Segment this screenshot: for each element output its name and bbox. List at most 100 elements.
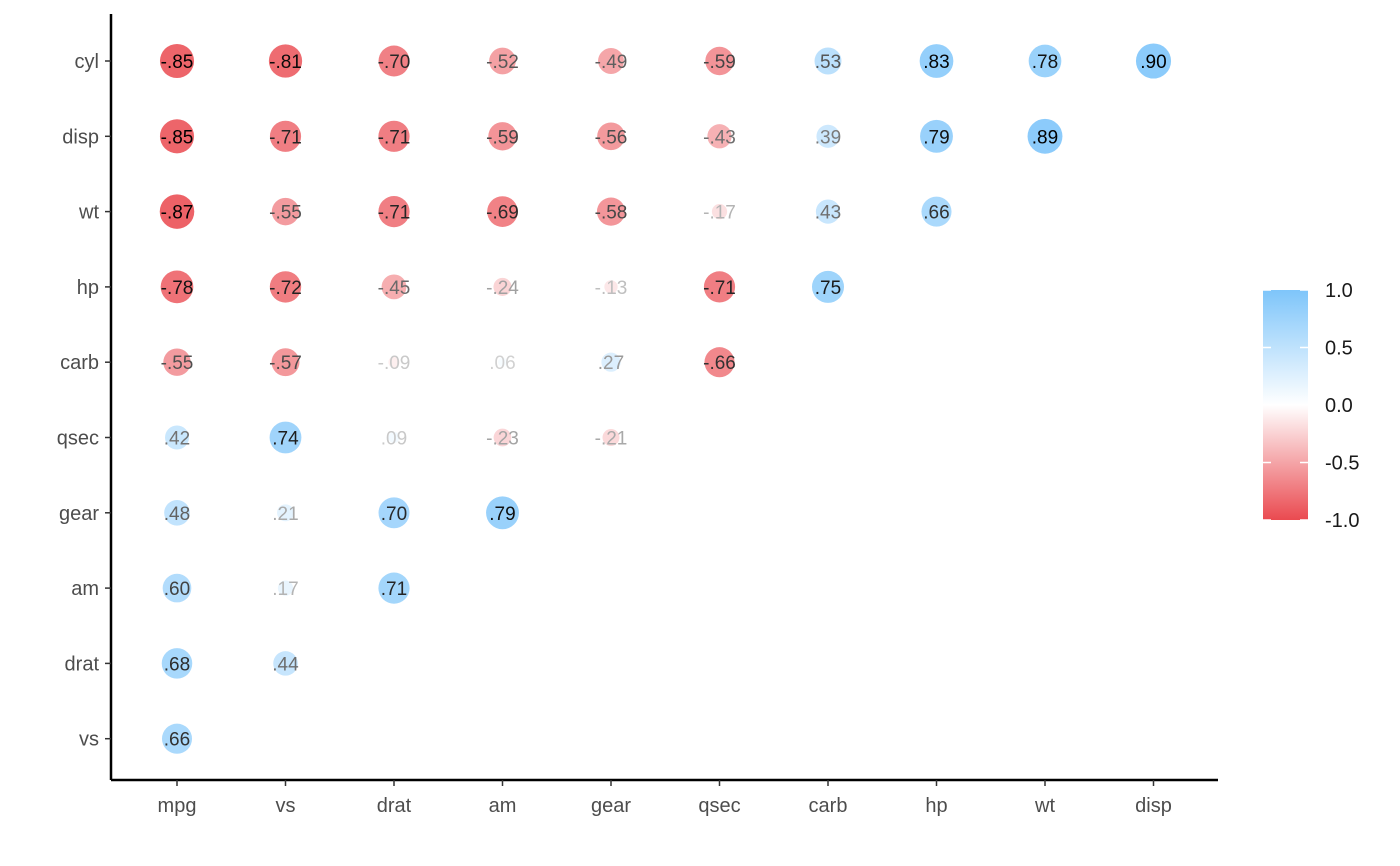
y-tick-label: wt	[78, 202, 99, 224]
correlation-circle	[711, 203, 728, 220]
correlation-label: .06	[489, 353, 515, 374]
correlation-cell: .09	[381, 429, 407, 450]
correlation-cell: .66	[921, 196, 952, 227]
correlation-label: -.71	[378, 203, 411, 224]
correlation-label: .17	[272, 579, 298, 600]
correlation-label: -.72	[269, 278, 302, 299]
correlation-circle	[271, 348, 300, 377]
correlation-label: -.59	[703, 52, 736, 73]
correlation-cell: -.55	[269, 197, 302, 226]
correlation-circle	[815, 199, 841, 224]
correlation-circle	[919, 44, 954, 78]
correlation-label: -.71	[703, 278, 736, 299]
correlation-cell: -.17	[703, 203, 736, 224]
correlation-label: .68	[164, 654, 190, 675]
correlation-cell: -.49	[595, 48, 628, 74]
correlation-circle	[601, 352, 621, 372]
correlation-cell: -.71	[378, 196, 411, 228]
correlation-label: .44	[272, 654, 299, 675]
correlation-cell: -.23	[486, 429, 519, 450]
correlation-cell: -.69	[486, 196, 519, 227]
correlation-label: .70	[381, 504, 407, 525]
correlation-cell: -.13	[595, 278, 628, 299]
correlation-cell: .53	[814, 47, 842, 75]
correlation-label: -.57	[269, 353, 302, 374]
correlation-cell: -.87	[159, 194, 195, 229]
x-tick-label: vs	[276, 795, 296, 817]
legend-tick-label: -1.0	[1325, 510, 1359, 532]
correlation-circle	[598, 48, 624, 74]
correlation-cell: .48	[164, 499, 190, 526]
correlation-cell: .70	[378, 497, 410, 529]
correlation-label: -.71	[378, 127, 411, 148]
correlation-circle	[604, 280, 618, 294]
correlation-label: -.85	[161, 52, 194, 73]
correlation-cell: -.81	[268, 44, 303, 78]
correlation-label: .74	[272, 429, 299, 450]
x-tick-label: wt	[1034, 795, 1055, 817]
correlation-circle	[1028, 44, 1062, 78]
correlation-label: .89	[1032, 127, 1058, 148]
correlation-label: .53	[815, 52, 841, 73]
correlation-circle	[378, 497, 410, 529]
correlation-circle	[816, 124, 840, 148]
correlation-circle	[273, 651, 298, 676]
y-tick-label: hp	[77, 277, 99, 299]
correlation-cell: .17	[272, 579, 298, 600]
correlation-circle	[811, 270, 845, 303]
correlation-label: .75	[815, 278, 841, 299]
correlation-circle	[378, 120, 410, 152]
legend-tick-label: 0.5	[1325, 338, 1353, 360]
correlation-cell: -.52	[486, 47, 519, 75]
correlation-circle	[493, 428, 512, 447]
correlation-label: -.49	[595, 52, 628, 73]
correlation-cell: .89	[1027, 118, 1063, 154]
correlation-cell: -.71	[378, 120, 411, 152]
correlation-circle	[161, 648, 193, 679]
correlation-label: -.56	[595, 127, 628, 148]
correlation-cell: .75	[811, 270, 845, 303]
correlation-circle	[161, 723, 193, 754]
correlation-circle	[920, 119, 953, 153]
correlation-cell: .90	[1135, 43, 1172, 79]
correlation-circle	[705, 46, 734, 76]
correlation-label: -.55	[269, 203, 302, 224]
correlation-label: .66	[923, 203, 949, 224]
y-tick-label: am	[71, 578, 99, 600]
correlation-cell: -.85	[159, 43, 195, 79]
correlation-cell: .21	[272, 504, 298, 525]
correlation-circle	[378, 45, 410, 77]
correlation-circle	[160, 270, 194, 304]
correlation-label: -.13	[595, 278, 628, 299]
correlation-cell: -.57	[269, 348, 302, 377]
x-tick-label: carb	[809, 795, 848, 817]
correlation-circle	[271, 197, 300, 226]
correlation-label: -.70	[378, 52, 411, 73]
correlation-circle	[378, 196, 410, 228]
correlation-circle	[921, 196, 952, 227]
correlation-cell: -.55	[161, 348, 193, 376]
correlation-cell: .44	[272, 651, 299, 676]
correlation-cell: .83	[919, 44, 954, 78]
correlation-circle	[163, 348, 191, 376]
x-tick-label: disp	[1135, 795, 1172, 817]
correlation-label: .79	[923, 127, 949, 148]
x-tick-label: drat	[377, 795, 412, 817]
correlation-cell: -.71	[269, 120, 302, 152]
correlation-cell: -.59	[703, 46, 736, 76]
correlation-circle	[704, 347, 735, 378]
correlation-circle	[597, 122, 625, 151]
correlation-cell: -.58	[595, 197, 627, 226]
correlation-circle	[489, 47, 516, 75]
correlation-label: .60	[164, 579, 190, 600]
correlation-circle	[388, 356, 400, 368]
correlation-circle	[381, 274, 407, 300]
correlation-circle	[497, 357, 508, 367]
correlation-circle	[707, 124, 732, 149]
correlation-label: -.43	[703, 127, 736, 148]
correlation-cell: -.56	[595, 122, 628, 151]
correlation-circle	[1135, 43, 1172, 79]
y-tick-label: qsec	[57, 428, 99, 450]
correlation-label: -.85	[161, 127, 194, 148]
